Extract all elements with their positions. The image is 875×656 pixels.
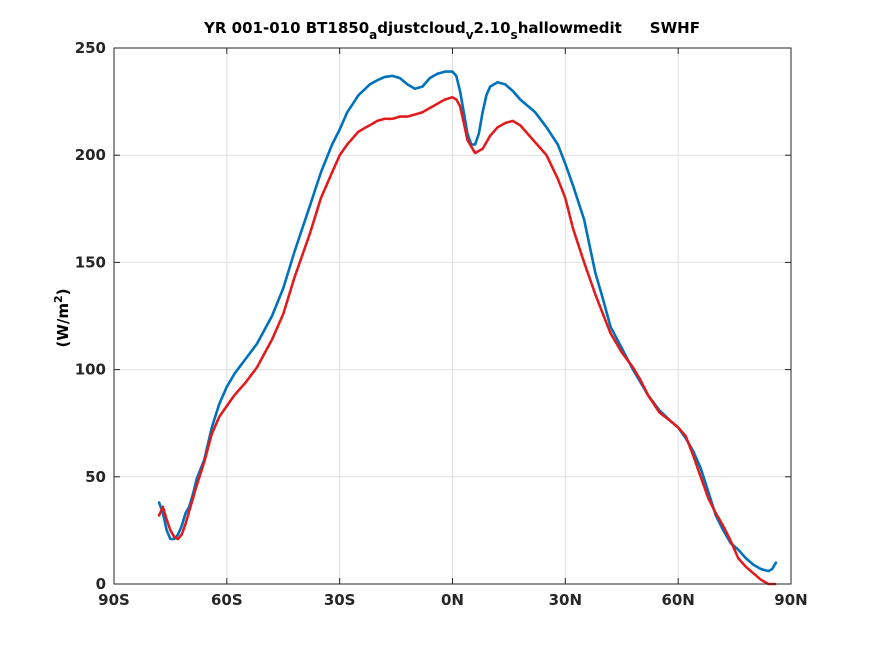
- x-tick-label: 60S: [211, 591, 243, 609]
- chart-title: YR 001-010 BT1850adjustcloudv2.10shallow…: [203, 19, 700, 42]
- title-sub-1: a: [369, 28, 377, 42]
- x-tick-label: 30S: [324, 591, 356, 609]
- title-part-3: 2.10: [474, 19, 511, 37]
- x-tick-label: 90N: [774, 591, 807, 609]
- x-tick-label: 0N: [441, 591, 464, 609]
- x-tick-label: 60N: [661, 591, 694, 609]
- y-axis-label: (W/m2): [52, 288, 72, 347]
- axes-frame: [113, 47, 792, 585]
- ylabel-close: ): [54, 288, 72, 295]
- x-tick-label: 30N: [549, 591, 582, 609]
- y-tick-label: 150: [75, 253, 106, 271]
- ylabel-main: (W/m: [54, 303, 72, 348]
- title-part-1: YR 001-010 BT1850: [203, 19, 369, 37]
- y-tick-label: 250: [75, 39, 106, 57]
- title-part-4: hallowmedit: [518, 19, 622, 37]
- y-tick-label: 100: [75, 361, 106, 379]
- y-tick-label: 200: [75, 146, 106, 164]
- y-tick-label: 0: [96, 575, 106, 593]
- title-sub-3: s: [511, 28, 518, 42]
- title-sub-2: v: [466, 28, 474, 42]
- grid-lines: [113, 47, 792, 585]
- series-line-red: [157, 96, 778, 586]
- y-tick-label: 50: [85, 468, 106, 486]
- y-tick-labels: 0 50 100 150 200 250: [75, 39, 106, 593]
- x-tick-label: 90S: [98, 591, 130, 609]
- x-tick-labels: 90S 60S 30S 0N 30N 60N 90N: [98, 591, 808, 609]
- axes-box: [113, 47, 792, 585]
- title-part-5: SWHF: [650, 19, 700, 37]
- series-lines: [157, 70, 778, 586]
- ylabel-sup: 2: [52, 295, 65, 303]
- title-part-2: djustcloud: [377, 19, 465, 37]
